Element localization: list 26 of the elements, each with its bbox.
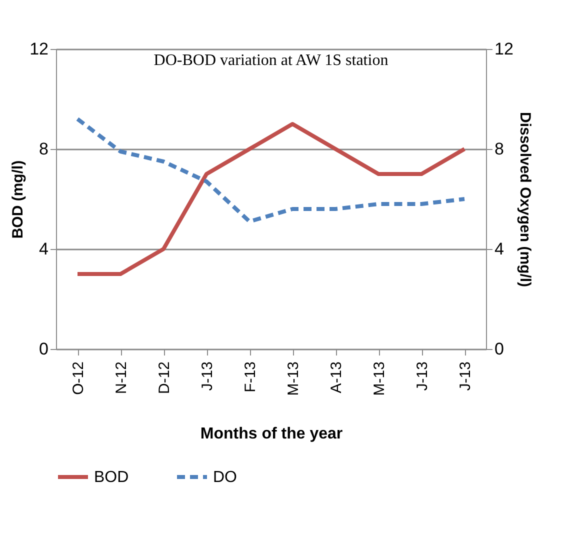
x-axis-title: Months of the year	[200, 426, 343, 443]
x-tick-label: J-13	[199, 362, 216, 391]
y-tick-label: 12	[30, 40, 48, 58]
y2-axis-title: Dissolved Oxygen (mg/l)	[516, 112, 534, 288]
y-tick-label: 4	[39, 240, 48, 258]
line-series	[76, 117, 466, 224]
y2-tick-label: 8	[494, 140, 504, 158]
legend-label: BOD	[94, 469, 129, 486]
x-tick-label: J-13	[457, 362, 474, 391]
y-tick-label: 0	[39, 340, 48, 358]
x-tick-label: N-12	[113, 362, 130, 394]
x-tick-label: F-13	[242, 362, 259, 392]
x-tick-label: O-12	[70, 362, 87, 395]
legend-label: DO	[213, 469, 237, 486]
x-tick-label: D-12	[156, 362, 173, 394]
y-axis-title: BOD (mg/l)	[10, 160, 27, 239]
y2-tick-label: 4	[494, 240, 504, 258]
y2-tick-label: 12	[494, 40, 514, 58]
x-tick-label: M-13	[285, 362, 302, 396]
chart-title: DO-BOD variation at AW 1S station	[154, 52, 388, 69]
x-tick-label: M-13	[371, 362, 388, 396]
y2-tick-label: 0	[494, 340, 504, 358]
y-tick-label: 8	[39, 140, 48, 158]
line-series	[76, 122, 466, 276]
x-tick-label: A-13	[328, 362, 345, 394]
x-tick-label: J-13	[414, 362, 431, 391]
